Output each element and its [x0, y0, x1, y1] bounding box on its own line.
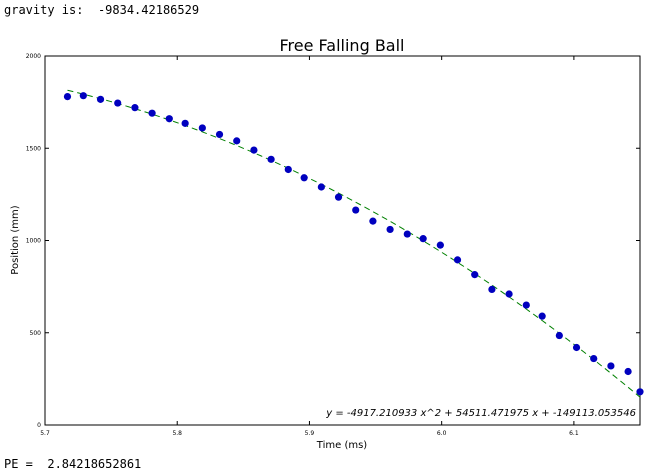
gravity-output-line: gravity is: -9834.42186529 — [4, 3, 199, 17]
data-point — [131, 104, 139, 112]
data-point — [590, 354, 598, 363]
axis-ticks: 5.7 5.8 5.9 6.0 6.1 0 500 1000 1500 2000 — [26, 53, 640, 437]
data-point — [505, 290, 513, 298]
data-point — [386, 225, 394, 234]
data-point — [267, 155, 275, 163]
gravity-label: gravity is: — [4, 3, 84, 17]
data-point — [538, 312, 546, 320]
fit-line — [67, 89, 641, 398]
data-point — [607, 362, 615, 370]
pe-value: 2.84218652861 — [47, 457, 142, 471]
data-point — [572, 343, 581, 352]
data-point — [198, 124, 206, 132]
data-point — [369, 217, 377, 225]
data-point — [215, 130, 224, 139]
x-tick-label: 5.9 — [305, 430, 315, 437]
plot-frame — [44, 55, 641, 426]
pe-label: PE = — [4, 457, 33, 471]
data-points — [63, 92, 644, 396]
data-point — [114, 99, 122, 107]
data-point — [419, 235, 427, 243]
y-tick-label: 1000 — [26, 238, 41, 245]
data-point — [624, 367, 632, 376]
pe-output-line: PE = 2.84218652861 — [4, 457, 141, 471]
data-point — [636, 388, 644, 396]
x-tick-label: 6.0 — [437, 430, 447, 437]
data-point — [488, 285, 496, 293]
y-tick-label: 1500 — [26, 145, 41, 152]
data-point — [436, 241, 444, 249]
data-point — [522, 301, 530, 309]
gravity-value: -9834.42186529 — [97, 3, 200, 17]
data-point — [148, 109, 156, 117]
y-tick-label: 500 — [30, 330, 42, 337]
fit-layer — [67, 89, 641, 398]
fit-equation: y = -4917.210933 x^2 + 54511.471975 x + … — [325, 408, 636, 419]
data-point — [181, 119, 189, 127]
data-point — [471, 271, 479, 279]
data-point — [96, 95, 105, 103]
y-tick-label: 2000 — [26, 53, 41, 60]
data-point — [317, 183, 325, 191]
data-point — [165, 115, 173, 123]
x-tick-label: 6.1 — [569, 430, 579, 437]
data-point — [352, 206, 360, 214]
x-axis-label: Time (ms) — [316, 440, 368, 451]
data-point — [233, 137, 241, 145]
y-axis-label: Position (mm) — [10, 205, 21, 274]
data-point — [250, 146, 258, 154]
data-point — [79, 92, 87, 100]
data-point — [300, 174, 308, 182]
data-point — [453, 256, 462, 264]
data-point — [555, 331, 563, 340]
data-point — [334, 193, 343, 201]
y-tick-label: 0 — [37, 422, 41, 429]
data-point — [63, 92, 72, 101]
chart-title: Free Falling Ball — [280, 36, 405, 55]
data-point — [284, 165, 292, 174]
data-point — [403, 230, 411, 238]
x-tick-label: 5.7 — [40, 430, 50, 437]
x-tick-label: 5.8 — [172, 430, 182, 437]
